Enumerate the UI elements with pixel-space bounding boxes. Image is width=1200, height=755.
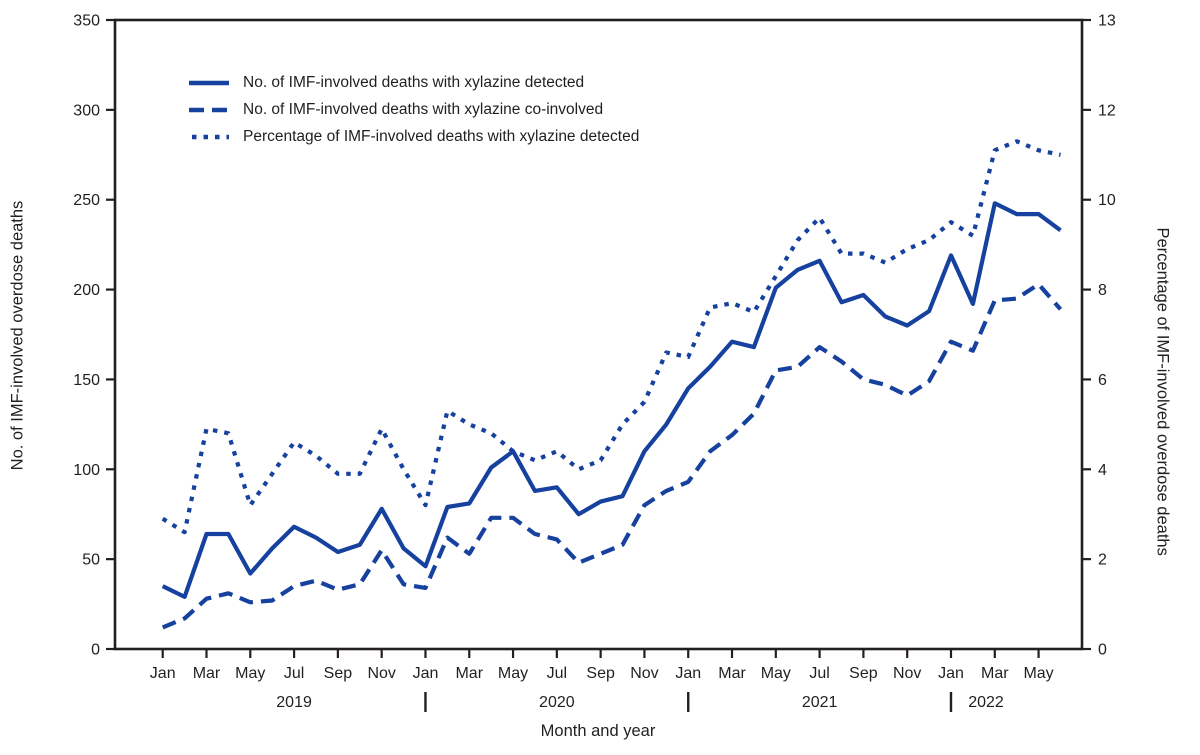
x-tick-label: May <box>498 665 528 682</box>
legend-label: No. of IMF-involved deaths with xylazine… <box>243 101 604 118</box>
y-left-tick-label: 300 <box>73 102 100 119</box>
x-tick-label: May <box>1023 665 1053 682</box>
y-right-tick-label: 0 <box>1098 642 1107 659</box>
x-tick-label: Mar <box>718 665 746 682</box>
legend-item-co-involved: No. of IMF-involved deaths with xylazine… <box>188 101 639 119</box>
y-axis-right-title: Percentage of IMF-involved overdose deat… <box>1153 227 1172 556</box>
legend: No. of IMF-involved deaths with xylazine… <box>188 74 639 146</box>
legend-item-percentage: Percentage of IMF-involved deaths with x… <box>188 128 639 146</box>
plot-frame <box>113 18 1084 651</box>
x-tick-label: Mar <box>981 665 1009 682</box>
year-label: 2019 <box>276 694 312 711</box>
x-tick-label: Nov <box>630 665 658 682</box>
x-tick-label: Jul <box>284 665 304 682</box>
solid-line-swatch-icon <box>189 80 229 86</box>
legend-label: No. of IMF-involved deaths with xylazine… <box>243 74 585 91</box>
x-tick-label: Sep <box>849 665 878 682</box>
y-left-tick-label: 100 <box>73 462 100 479</box>
y-right-tick-label: 10 <box>1098 192 1116 209</box>
y-right-tick-label: 6 <box>1098 372 1107 389</box>
y-left-tick-label: 50 <box>82 552 100 569</box>
year-label: 2020 <box>539 694 575 711</box>
x-tick-label: Nov <box>893 665 921 682</box>
dashed-line-swatch-icon <box>189 107 229 113</box>
detected-count-line <box>161 201 1062 600</box>
y-right-top-tick-label: 13 <box>1098 13 1116 30</box>
y-left-tick-label: 250 <box>73 192 100 209</box>
y-left-tick-label: 350 <box>73 13 100 30</box>
x-tick-label: Jul <box>809 665 829 682</box>
year-label: 2022 <box>968 694 1004 711</box>
x-tick-label: Jan <box>150 665 176 682</box>
x-tick-label: Mar <box>193 665 221 682</box>
x-tick-label: May <box>761 665 791 682</box>
dotted-line-swatch-icon <box>192 134 229 140</box>
y-right-tick-label: 2 <box>1098 552 1107 569</box>
x-tick-label: May <box>235 665 265 682</box>
x-tick-label: Jan <box>413 665 439 682</box>
y-right-tick-label: 12 <box>1098 102 1116 119</box>
y-left-tick-label: 200 <box>73 282 100 299</box>
x-tick-label: Sep <box>586 665 615 682</box>
year-label: 2021 <box>802 694 838 711</box>
y-right-tick-label: 4 <box>1098 462 1107 479</box>
y-axis-left-title: No. of IMF-involved overdose deaths <box>8 200 27 471</box>
x-tick-label: Jul <box>547 665 567 682</box>
x-tick-label: Nov <box>367 665 395 682</box>
x-axis-title: Month and year <box>540 722 656 740</box>
x-tick-label: Jan <box>675 665 701 682</box>
x-tick-label: Sep <box>324 665 353 682</box>
y-right-tick-label: 8 <box>1098 282 1107 299</box>
x-tick-label: Mar <box>455 665 483 682</box>
percentage-line <box>161 139 1061 535</box>
y-left-tick-label: 0 <box>91 642 100 659</box>
legend-item-detected: No. of IMF-involved deaths with xylazine… <box>188 74 639 92</box>
y-left-tick-label: 150 <box>73 372 100 389</box>
x-tick-label: Jan <box>938 665 964 682</box>
co-involved-count-line <box>161 282 1063 630</box>
legend-label: Percentage of IMF-involved deaths with x… <box>243 128 640 145</box>
